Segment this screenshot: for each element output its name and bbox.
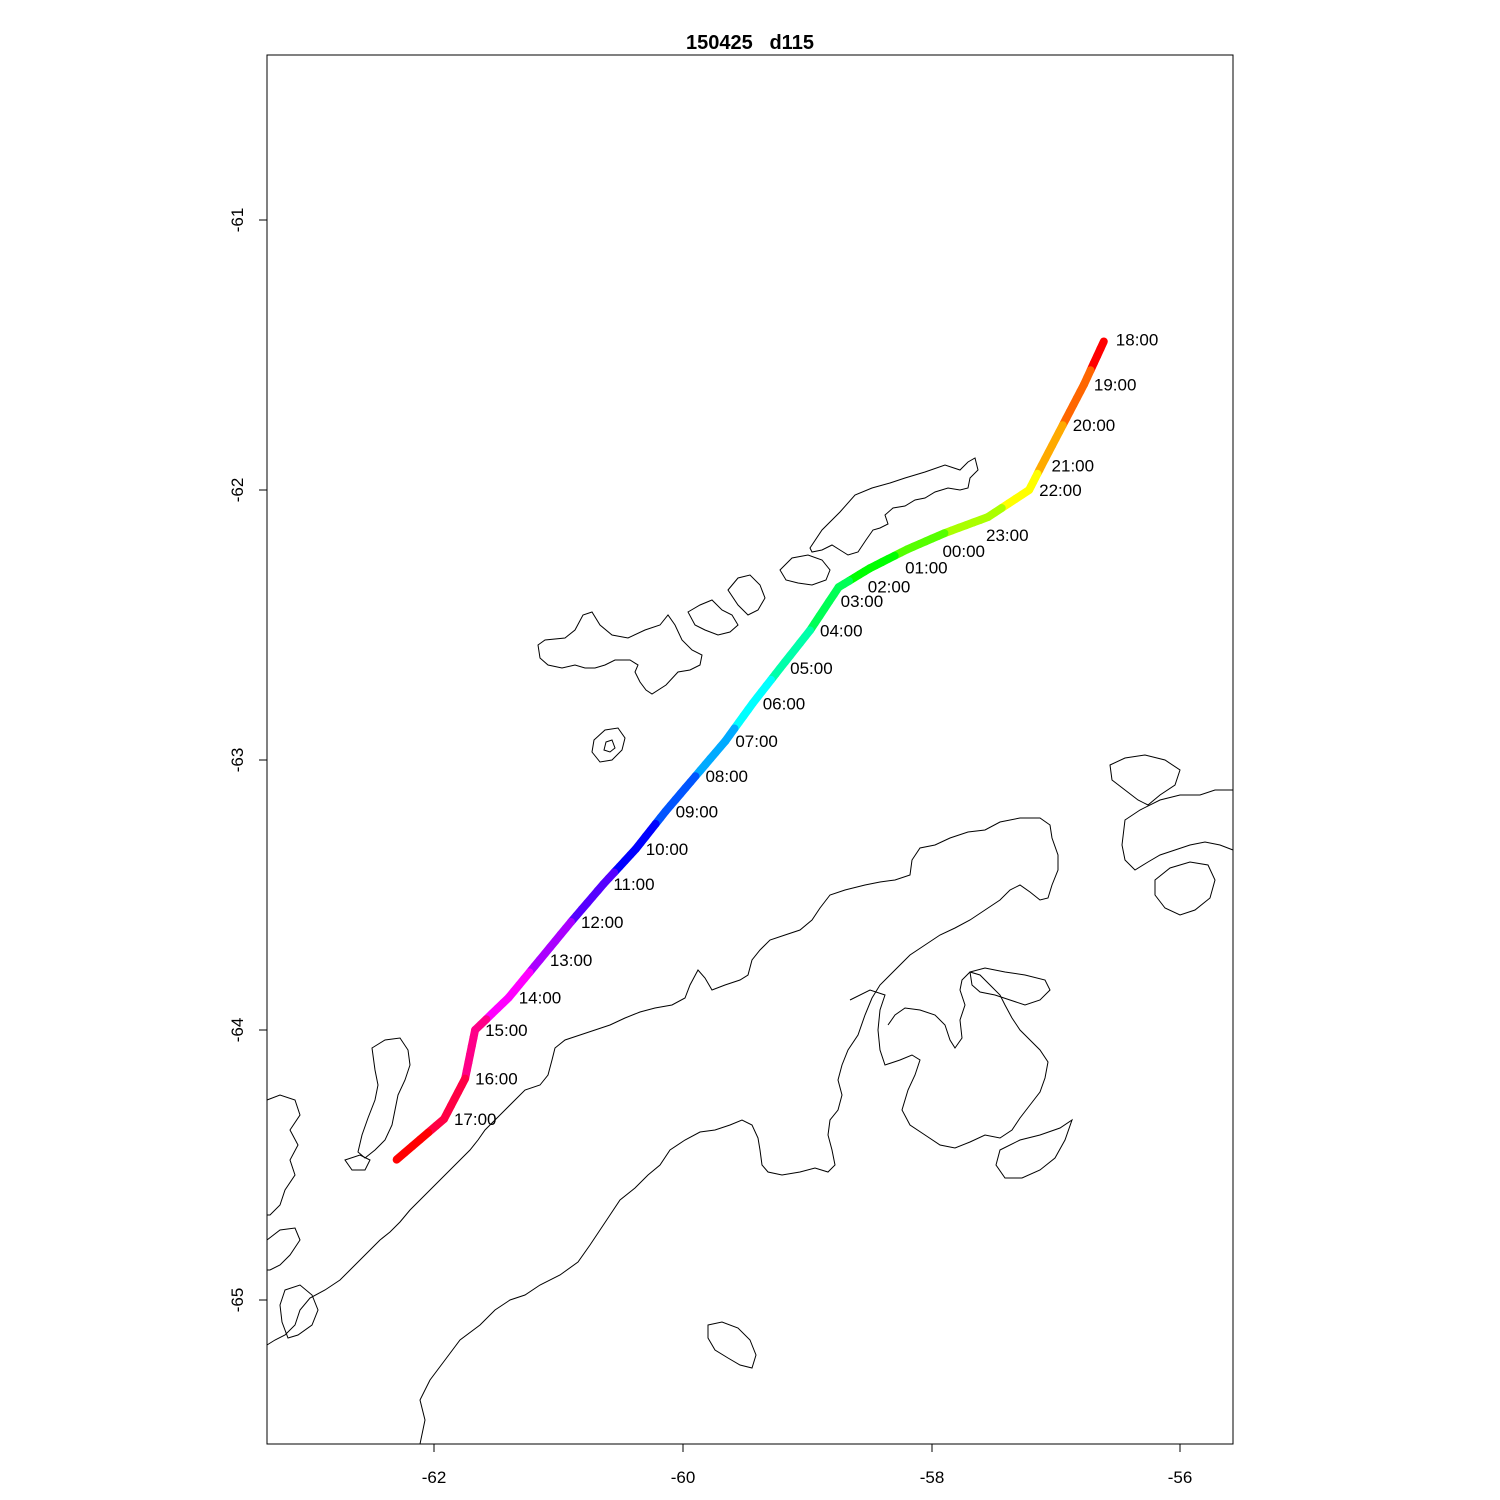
time-label: 02:00: [868, 577, 911, 596]
coastline-island: [537, 611, 703, 695]
coastline-island: [779, 554, 831, 586]
time-label: 00:00: [942, 542, 985, 561]
coastline-island: [344, 1154, 371, 1171]
time-label: 15:00: [485, 1021, 528, 1040]
coastline-island: [707, 1321, 757, 1369]
track-segment: [392, 1148, 409, 1164]
y-tick-label: -63: [228, 748, 247, 773]
coastline-island: [727, 574, 766, 616]
time-label: 10:00: [646, 840, 689, 859]
coastline-island: [357, 1037, 411, 1159]
map-title: 150425 d115: [686, 32, 814, 54]
drift-track: [392, 337, 1108, 1164]
time-label: 22:00: [1039, 481, 1082, 500]
coastline-island: [995, 1118, 1073, 1179]
time-label: 09:00: [676, 802, 719, 821]
coastline-island: [687, 599, 739, 636]
y-tick-label: -65: [228, 1288, 247, 1313]
time-label: 19:00: [1094, 376, 1137, 395]
time-label: 20:00: [1073, 416, 1116, 435]
coastline-island: [591, 727, 626, 763]
y-tick-label: -64: [228, 1018, 247, 1043]
x-tick-label: -58: [920, 1468, 945, 1487]
time-label: 01:00: [905, 558, 948, 577]
time-label: 18:00: [1116, 331, 1159, 350]
x-tick-label: -60: [671, 1468, 696, 1487]
coastline-mainland: [266, 817, 1059, 1445]
coastline-mainland: [849, 971, 1049, 1149]
time-label: 08:00: [705, 767, 748, 786]
time-label: 12:00: [581, 913, 624, 932]
coastline-island: [809, 457, 979, 556]
y-tick-label: -61: [228, 208, 247, 233]
time-label: 23:00: [986, 526, 1029, 545]
time-labels: 18:00 19:00 20:00 21:00 22:00 23:0000:0001:00…: [454, 331, 1158, 1130]
coastline-island: [1121, 789, 1234, 871]
time-label: 13:00: [550, 951, 593, 970]
coastline-island: [266, 1227, 301, 1271]
time-label: 06:00: [763, 694, 806, 713]
coastline-island: [279, 1284, 319, 1339]
coastlines: [266, 457, 1234, 1445]
x-tick-label: -56: [1168, 1468, 1193, 1487]
time-label: 21:00: [1052, 457, 1095, 476]
time-label: 14:00: [519, 989, 562, 1008]
y-axis: -61 -62 -63 -64 -65: [228, 208, 267, 1313]
time-label: 16:00: [475, 1070, 518, 1089]
y-tick-label: -62: [228, 478, 247, 503]
time-label: 04:00: [820, 621, 863, 640]
time-label: 07:00: [735, 732, 778, 751]
time-label: 05:00: [790, 659, 833, 678]
time-label: 03:00: [841, 592, 884, 611]
x-axis: -62 -60 -58 -56: [422, 1443, 1193, 1487]
coastline-island: [1154, 861, 1216, 916]
coastline-island: [1109, 754, 1181, 806]
coastline-mainland: [969, 967, 1051, 1006]
coastline-island: [266, 1094, 301, 1216]
time-label: 17:00: [454, 1110, 497, 1129]
time-label: 11:00: [613, 875, 654, 894]
x-tick-label: -62: [422, 1468, 447, 1487]
